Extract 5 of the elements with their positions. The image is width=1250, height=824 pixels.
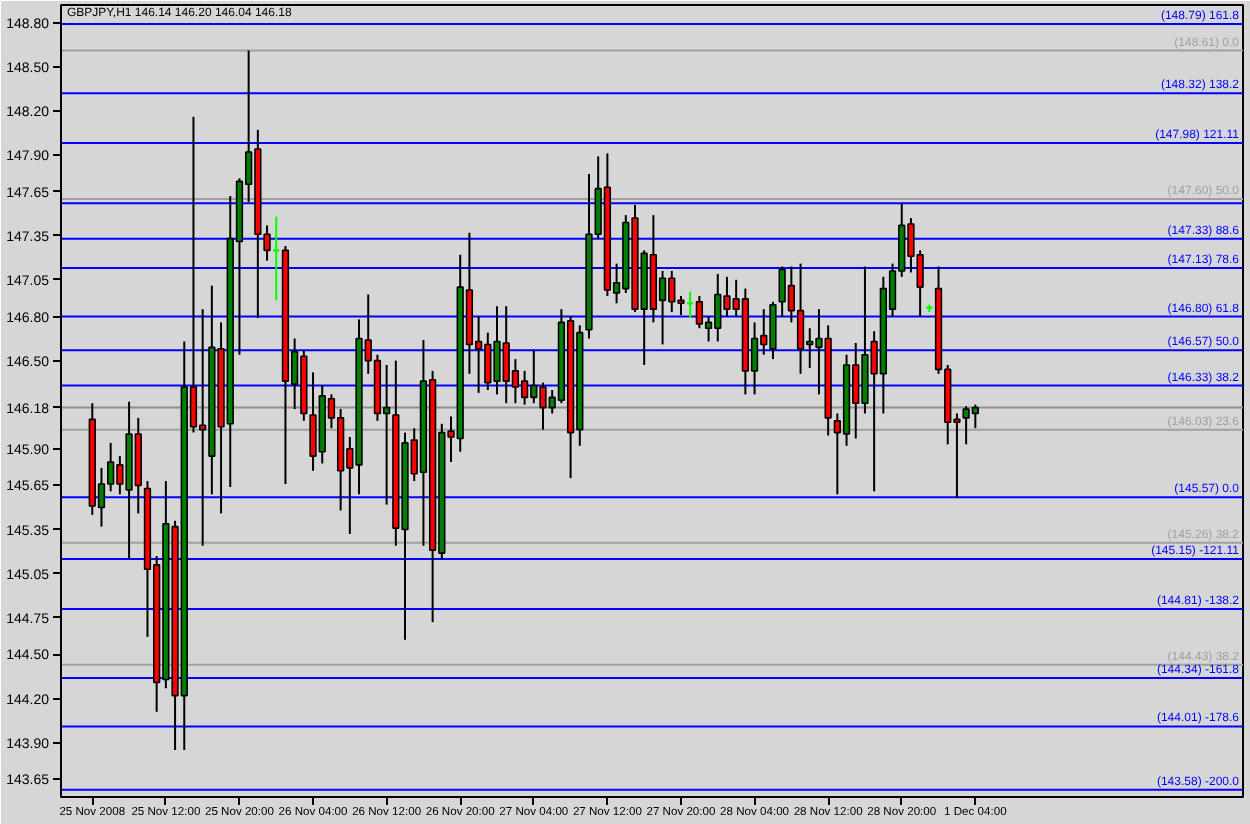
candlestick [382,364,391,506]
candlestick [695,294,704,330]
candlestick [520,369,529,406]
candlestick [796,262,805,375]
candlestick [272,215,281,302]
